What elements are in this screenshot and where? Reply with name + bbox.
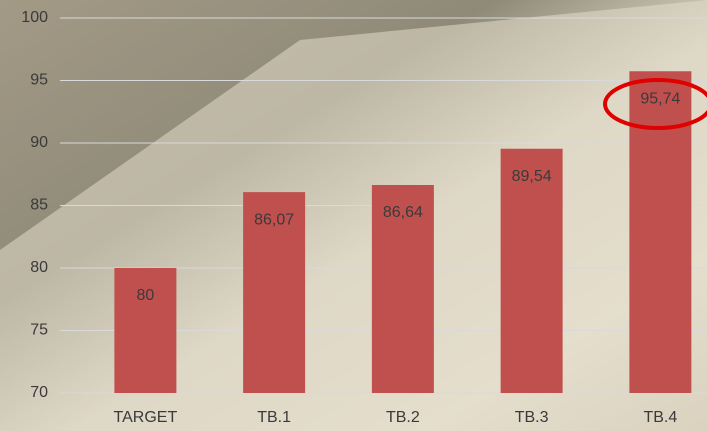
y-tick-label: 95 — [30, 72, 48, 89]
x-tick-label: TB.2 — [386, 409, 420, 426]
x-tick-label: TARGET — [114, 409, 178, 426]
data-label: 89,54 — [512, 168, 552, 185]
data-label: 95,74 — [640, 90, 680, 107]
y-tick-label: 70 — [30, 384, 48, 401]
x-tick-label: TB.1 — [257, 409, 291, 426]
y-tick-label: 75 — [30, 322, 48, 339]
bar — [501, 149, 563, 393]
y-tick-label: 90 — [30, 134, 48, 151]
chart: 70 75 80 85 90 95 100 TARGET 80 TB.1 86,07 TB.2 86,6… — [0, 0, 707, 431]
y-tick-label: 85 — [30, 197, 48, 214]
data-label: 80 — [136, 287, 154, 304]
y-tick-label: 80 — [30, 259, 48, 276]
data-label: 86,64 — [383, 204, 423, 221]
y-tick-label: 100 — [21, 9, 48, 26]
data-label: 86,07 — [254, 211, 294, 228]
bar — [629, 71, 691, 393]
x-tick-label: TB.4 — [643, 409, 677, 426]
x-tick-label: TB.3 — [515, 409, 549, 426]
